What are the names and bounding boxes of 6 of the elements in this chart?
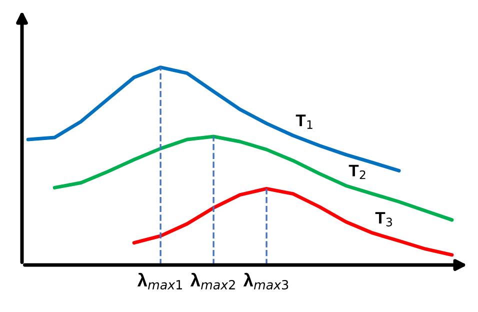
- series-label: T$_{3}$: [375, 212, 392, 226]
- x-tick-label: λ$_{max2}$: [190, 272, 235, 290]
- series-label: T$_{1}$: [296, 114, 312, 129]
- x-tick-label: λ$_{max3}$: [243, 272, 288, 290]
- x-tick-label: λ$_{max1}$: [137, 272, 182, 290]
- series-label: T$_{2}$: [348, 164, 366, 180]
